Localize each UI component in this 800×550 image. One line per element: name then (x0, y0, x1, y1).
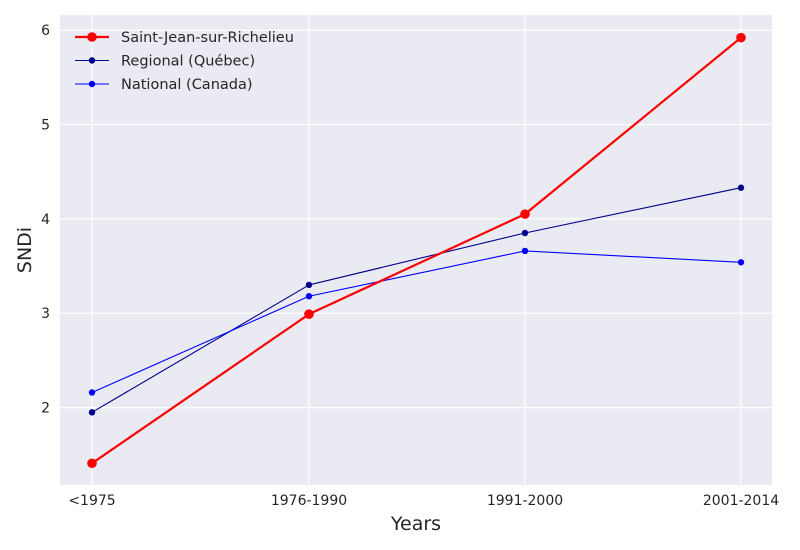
y-axis-label: SNDi (14, 227, 36, 273)
legend-marker (88, 57, 96, 64)
y-tick-label: 3 (41, 306, 50, 322)
data-point (87, 458, 97, 469)
data-point (521, 229, 529, 237)
series-0 (87, 32, 746, 469)
x-tick-label: <1975 (68, 493, 115, 509)
legend-item: National (Canada) (75, 77, 253, 93)
data-point (304, 309, 314, 319)
y-tick-label: 2 (41, 401, 50, 417)
x-tick-labels: <1975 1976-1990 1991-2000 2001-2014 (68, 493, 779, 509)
legend-item: Regional (Québec) (75, 54, 255, 70)
legend-label: Regional (Québec) (121, 54, 255, 70)
data-point (521, 247, 529, 255)
y-tick-label: 4 (41, 212, 50, 228)
legend-label: National (Canada) (121, 77, 253, 93)
y-tick-label: 5 (41, 117, 50, 133)
x-axis-label: Years (390, 513, 441, 535)
data-point (305, 293, 313, 300)
y-tick-labels: 2 3 4 5 6 (41, 23, 50, 417)
series-line (91, 187, 742, 413)
y-tick-label: 6 (41, 23, 50, 39)
legend: Saint-Jean-sur-Richelieu Regional (Québec… (75, 30, 294, 93)
series-line (91, 36, 742, 465)
data-point (736, 32, 746, 43)
x-tick-label: 2001-2014 (703, 493, 779, 509)
legend-label: Saint-Jean-sur-Richelieu (121, 30, 294, 46)
x-tick-label: 1976-1990 (271, 493, 347, 509)
series-2 (88, 247, 745, 396)
y-gridlines (60, 29, 772, 409)
plot-area (60, 15, 772, 485)
data-point (737, 259, 745, 266)
data-point (520, 209, 530, 219)
data-point (88, 389, 96, 396)
series-1 (88, 184, 745, 416)
data-point (737, 184, 745, 191)
legend-marker (88, 80, 96, 88)
series-layer (87, 32, 746, 469)
data-point (305, 281, 313, 289)
legend-marker (87, 32, 97, 42)
legend-item: Saint-Jean-sur-Richelieu (75, 30, 294, 46)
x-tick-label: 1991-2000 (487, 493, 563, 509)
x-gridlines (91, 15, 742, 485)
series-line (91, 250, 742, 394)
data-point (88, 409, 96, 416)
